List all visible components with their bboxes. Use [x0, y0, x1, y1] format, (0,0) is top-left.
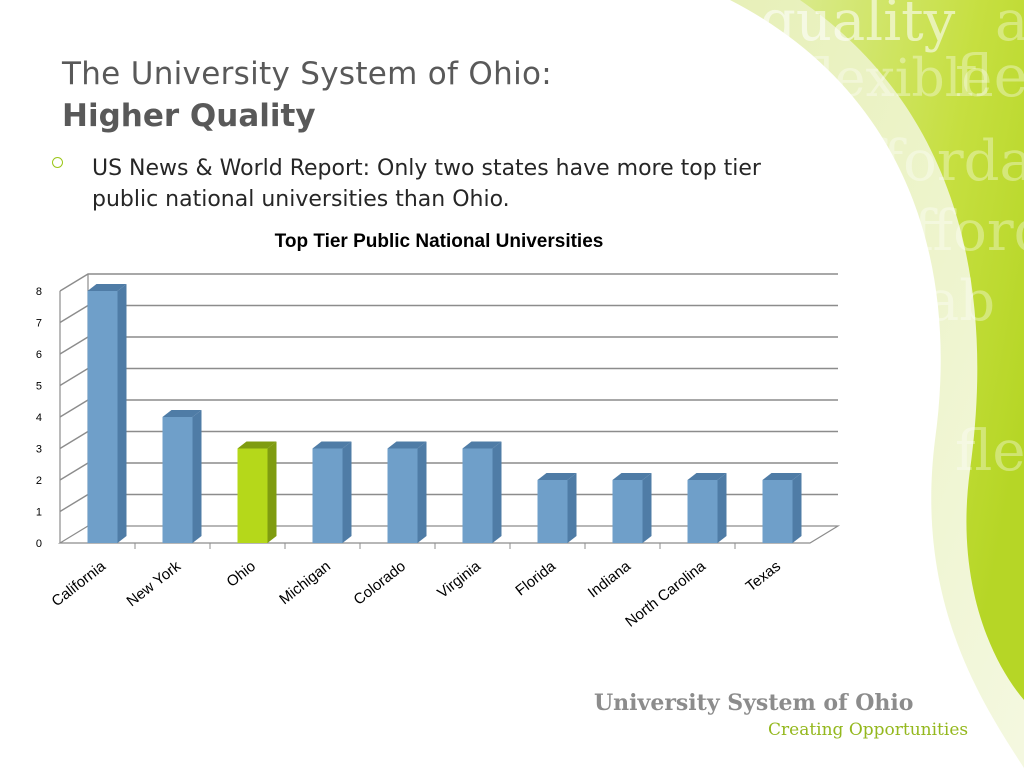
y-tick-label: 3: [36, 444, 42, 456]
bar-top: [762, 473, 802, 480]
bar: [762, 473, 802, 543]
bar-top: [387, 441, 427, 449]
bar: [687, 473, 727, 543]
bar: [612, 473, 652, 543]
slide-subtitle: Higher Quality: [62, 98, 316, 134]
bar-top: [237, 441, 277, 449]
bar-top: [462, 441, 502, 449]
watermark-word: fle: [955, 42, 1024, 110]
bar: [387, 441, 427, 543]
bar-front: [762, 480, 793, 543]
slide-title: The University System of Ohio:: [62, 56, 552, 92]
bar: [237, 441, 277, 543]
watermark-word: afford: [880, 199, 1024, 264]
chart-bars: [87, 284, 802, 543]
y-axis: 0 1 2 3 4 5 6 7 8: [36, 286, 42, 550]
x-tick-label: Virginia: [434, 557, 484, 601]
bar-front: [687, 480, 718, 543]
x-tick-label: New York: [124, 557, 185, 610]
bar-front: [162, 417, 193, 543]
y-tick-label: 6: [36, 349, 42, 361]
y-tick-label: 4: [36, 412, 42, 424]
bar-side: [192, 410, 202, 543]
bar-side: [492, 441, 502, 543]
bar-chart: Top Tier Public National Universities 0 1…: [36, 231, 841, 631]
footer-organization-name: University System of Ohio: [594, 690, 914, 716]
y-tick-label: 0: [36, 538, 42, 550]
bar-side: [717, 473, 727, 543]
bar-top: [87, 284, 127, 291]
bar-top: [612, 473, 652, 480]
bar-front: [237, 448, 268, 543]
bar-side: [792, 473, 802, 543]
bar-front: [612, 480, 643, 543]
bar-front: [87, 291, 118, 543]
bar-front: [462, 448, 493, 543]
bar-top: [537, 473, 577, 480]
footer-tagline: Creating Opportunities: [768, 720, 969, 740]
bar-top: [312, 441, 352, 449]
x-tick-label: Florida: [512, 557, 559, 599]
gridline: [59, 367, 838, 387]
bar-front: [537, 480, 568, 543]
bar: [312, 441, 352, 543]
x-tick-label: Indiana: [585, 557, 635, 601]
bar-top: [687, 473, 727, 480]
bar: [537, 473, 577, 543]
bullet-text: US News & World Report: Only two states …: [92, 156, 761, 212]
bar-side: [567, 473, 577, 543]
bar: [162, 410, 202, 543]
watermark-word: a: [995, 0, 1024, 54]
x-tick-label: North Carolina: [622, 557, 709, 630]
x-axis: California New York Ohio Michigan Colorado Vi…: [49, 543, 784, 631]
x-tick-label: Texas: [743, 558, 784, 596]
gridline: [59, 273, 838, 292]
y-tick-label: 8: [36, 286, 42, 298]
gridline: [59, 304, 838, 324]
gridline: [59, 336, 838, 355]
x-tick-label: Michigan: [276, 558, 334, 608]
watermark-word: qu: [830, 553, 897, 613]
x-tick-label: California: [49, 557, 110, 610]
y-tick-label: 5: [36, 381, 42, 393]
bullet-circle-icon: [52, 157, 63, 168]
watermark-word: le: [860, 339, 911, 404]
bar-side: [642, 473, 652, 543]
watermark-word: quality: [760, 0, 956, 54]
bar-side: [417, 441, 427, 543]
watermark-word: flexible: [800, 49, 992, 109]
watermark-word: flex: [955, 419, 1024, 484]
y-tick-label: 2: [36, 475, 42, 487]
bar-side: [267, 441, 277, 543]
bar-front: [312, 448, 343, 543]
chart-title: Top Tier Public National Universities: [275, 231, 604, 252]
bar-side: [117, 284, 127, 543]
bar: [462, 441, 502, 543]
x-tick-label: Ohio: [224, 558, 259, 591]
y-tick-label: 1: [36, 507, 42, 519]
watermark-word: dab: [890, 269, 995, 334]
bar-side: [342, 441, 352, 543]
y-tick-label: 7: [36, 318, 42, 330]
bar: [87, 284, 127, 543]
bar-top: [162, 410, 202, 417]
watermark-word: quality: [760, 0, 956, 54]
bar-front: [387, 448, 418, 543]
x-tick-label: Colorado: [351, 558, 409, 609]
